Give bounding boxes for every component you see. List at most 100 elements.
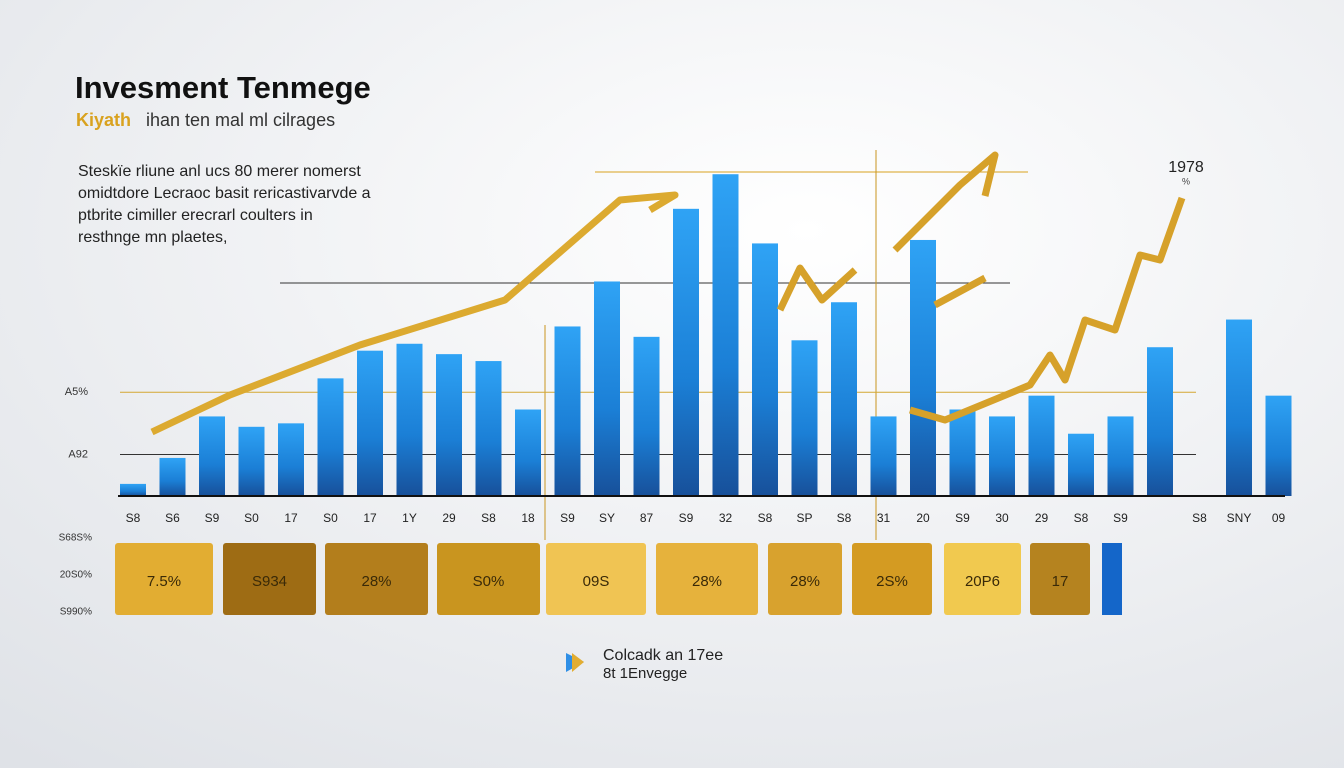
x-tick-label: S9 — [205, 511, 220, 525]
plot — [120, 174, 1292, 496]
tile-label: 17 — [1052, 573, 1069, 590]
tile-axis-label: S990% — [60, 607, 92, 618]
x-tick-label: 87 — [640, 511, 654, 525]
bar — [475, 361, 502, 496]
tile-label: 28% — [692, 573, 722, 590]
tile — [768, 543, 842, 615]
bar — [159, 457, 186, 496]
x-tick-label: S8 — [758, 511, 773, 525]
x-tick-label: 09 — [1272, 511, 1286, 525]
tile-label: S934 — [252, 573, 287, 590]
bar — [831, 302, 857, 496]
y-tick-label: A5% — [65, 386, 88, 398]
x-tick-label: S9 — [679, 511, 694, 525]
tile-label: S0% — [473, 573, 505, 590]
bar — [594, 281, 620, 496]
bar — [396, 343, 423, 496]
bar — [357, 350, 383, 496]
tile — [656, 543, 758, 615]
x-tick-label: SNY — [1227, 511, 1252, 525]
x-tick-label: S9 — [560, 511, 575, 525]
description-line: ptbrite cimiller erecrarl coulters in — [78, 207, 313, 224]
bar — [1107, 416, 1134, 496]
trend-line — [776, 151, 1186, 424]
bar — [633, 336, 660, 496]
bar — [199, 416, 225, 496]
bar — [554, 326, 581, 496]
bar — [120, 483, 146, 496]
legend-text: Colcadk an 17ee — [603, 647, 723, 664]
tile — [325, 543, 428, 615]
y-tick-label: A92 — [68, 448, 88, 460]
x-tick-label: S8 — [837, 511, 852, 525]
bar — [238, 426, 265, 496]
x-tick-label: 20 — [916, 511, 930, 525]
x-tick-label: S8 — [1074, 511, 1089, 525]
bar — [870, 416, 897, 496]
tile-axis-label: S68S% — [59, 533, 92, 544]
bar — [1147, 347, 1173, 496]
tile-label: 28% — [361, 573, 391, 590]
bar — [1028, 395, 1055, 496]
bar — [436, 354, 462, 496]
corner-label: 1978 — [1168, 159, 1204, 176]
bar — [949, 409, 976, 496]
x-tick-label: SP — [796, 511, 812, 525]
tile-accent — [1102, 543, 1122, 615]
x-tick-label: S0 — [323, 511, 338, 525]
bar — [673, 208, 699, 496]
tile-label: 28% — [790, 573, 820, 590]
bar — [1068, 433, 1094, 496]
x-tick-label: 17 — [363, 511, 377, 525]
description: Steskïe rliune anl ucs 80 merer nomerst o… — [78, 163, 371, 246]
tile — [852, 543, 932, 615]
bar — [1226, 319, 1252, 496]
tile-label: 2S% — [876, 573, 908, 590]
x-tick-label: S9 — [955, 511, 970, 525]
x-tick-label: S8 — [126, 511, 141, 525]
x-tick-label: 18 — [521, 511, 535, 525]
description-line: Steskïe rliune anl ucs 80 merer nomerst — [78, 163, 361, 180]
tile — [223, 543, 316, 615]
tile-label: 7.5% — [147, 573, 181, 590]
x-tick-label: 30 — [995, 511, 1009, 525]
tile — [944, 543, 1021, 615]
bar — [1265, 395, 1292, 496]
bar — [791, 340, 818, 496]
trend-line — [150, 191, 679, 436]
x-tick-label: SY — [599, 511, 615, 525]
tile — [115, 543, 213, 615]
tile — [1030, 543, 1090, 615]
bar — [278, 423, 304, 496]
x-tick-label: 17 — [284, 511, 298, 525]
subtitle-lead: Kiyath — [76, 110, 131, 130]
bar — [752, 243, 778, 496]
x-tick-label: S0 — [244, 511, 259, 525]
bar — [317, 378, 344, 496]
tile — [437, 543, 540, 615]
x-tick-label: 1Y — [402, 511, 417, 525]
tile — [546, 543, 646, 615]
legend-text: 8t 1Envegge — [603, 665, 687, 682]
x-tick-label: 29 — [442, 511, 456, 525]
x-tick-label: 32 — [719, 511, 733, 525]
x-tick-label: 31 — [877, 511, 891, 525]
bar — [515, 409, 541, 496]
x-tick-label: S6 — [165, 511, 180, 525]
tile-label: 09S — [583, 573, 610, 590]
chart-title: Invesment Tenmege — [75, 70, 371, 105]
tile-axis-label: 20S0% — [60, 570, 92, 581]
x-tick-label: 29 — [1035, 511, 1049, 525]
tile-label: 20P6 — [965, 573, 1000, 590]
subtitle: ihan ten mal ml cilrages — [146, 110, 335, 130]
x-tick-label: S9 — [1113, 511, 1128, 525]
bar — [989, 416, 1015, 496]
x-tick-label: S8 — [1192, 511, 1207, 525]
description-line: resthnge mn plaetes, — [78, 229, 227, 246]
legend-icon — [572, 653, 584, 672]
bar — [712, 174, 739, 496]
bar — [910, 239, 936, 496]
description-line: omidtdore Lecraoc basit rericastivarvde … — [78, 185, 371, 202]
